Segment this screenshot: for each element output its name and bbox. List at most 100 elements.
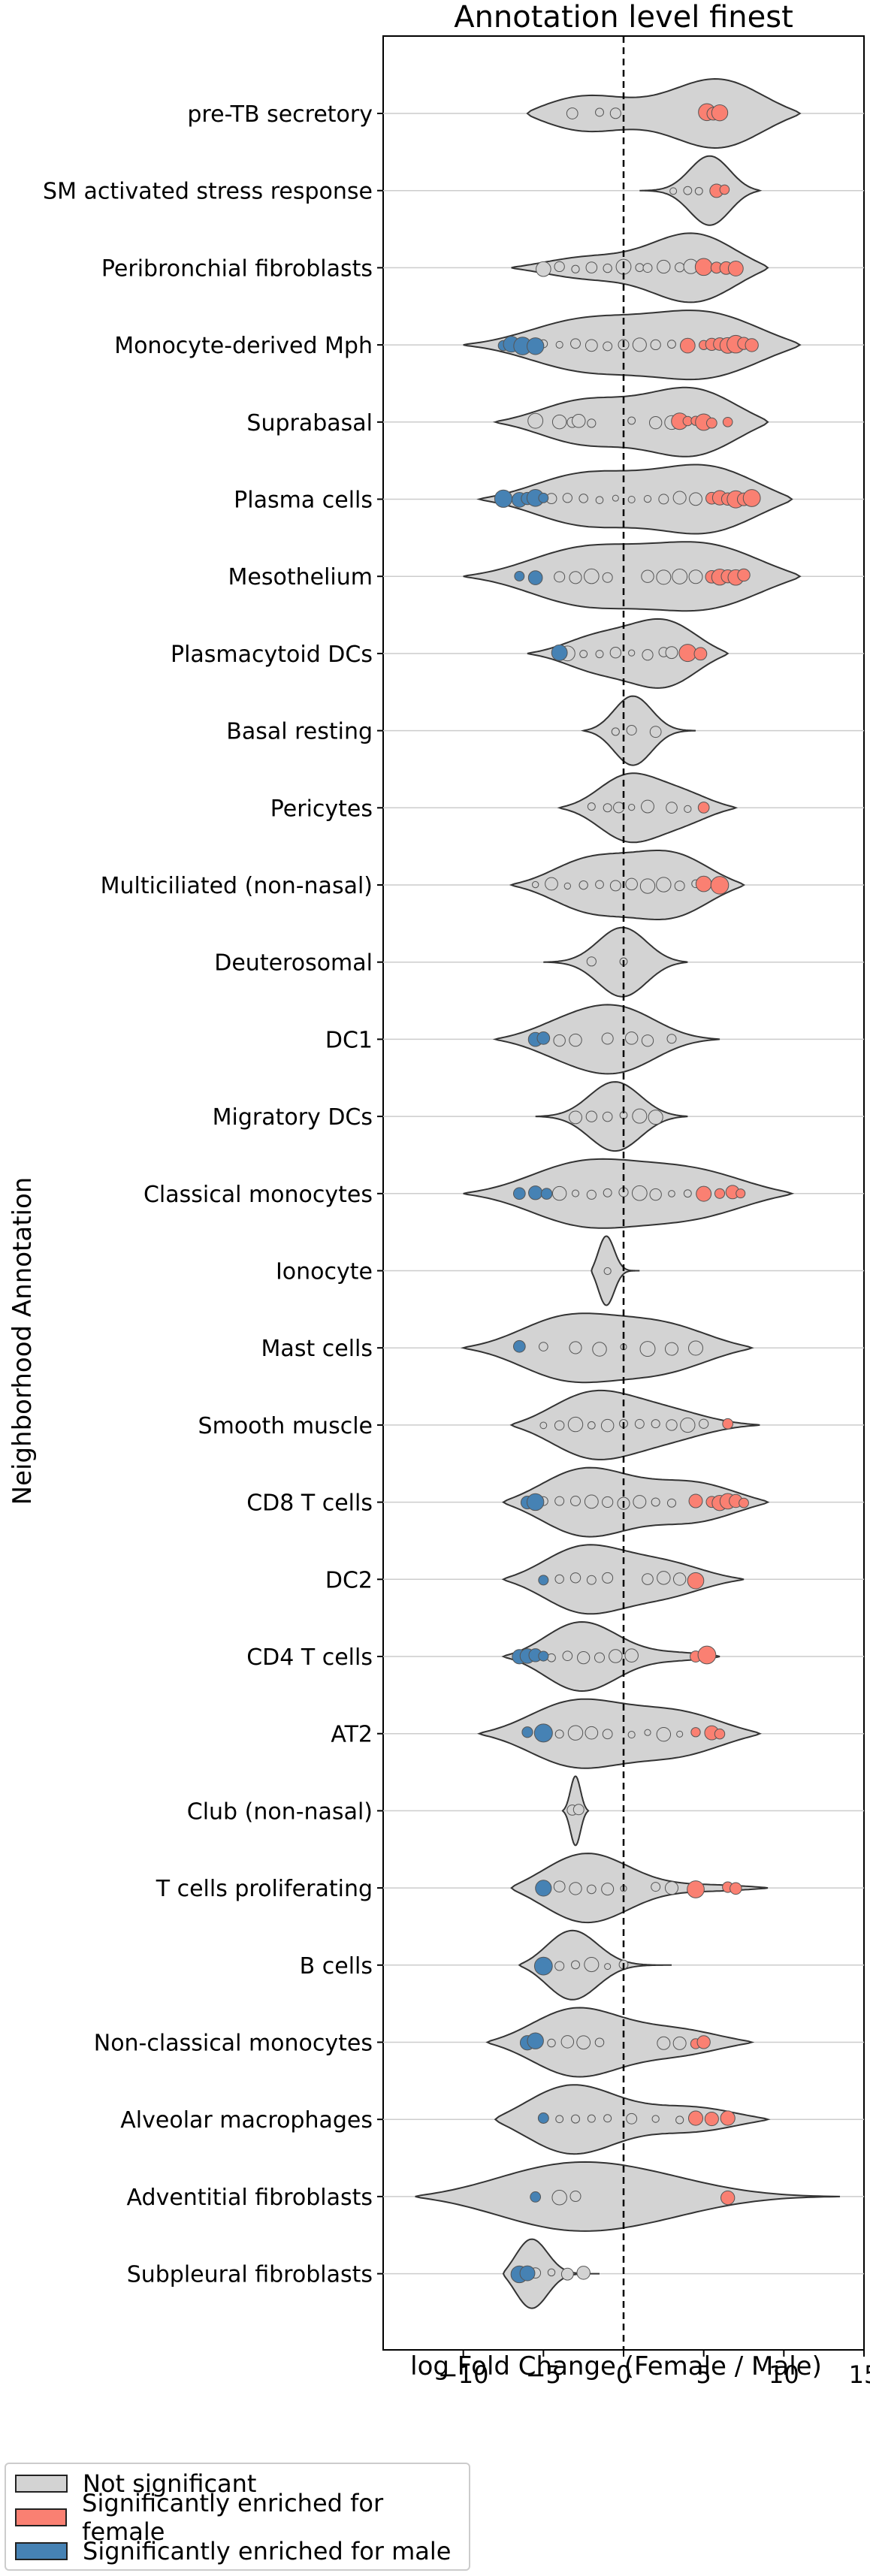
point-not-significant — [570, 2114, 581, 2124]
x-tick-label: −10 — [438, 2360, 489, 2389]
point-not-significant — [644, 1729, 651, 1736]
y-tick-label: Migratory DCs — [213, 1104, 373, 1131]
point-not-significant — [626, 2112, 638, 2125]
y-tick-label: Subpleural fibroblasts — [127, 2262, 373, 2288]
point-female — [687, 1880, 705, 1898]
point-not-significant — [570, 1496, 581, 1506]
point-male — [540, 1188, 553, 1200]
point-not-significant — [585, 1110, 597, 1122]
point-not-significant — [641, 1034, 654, 1047]
point-not-significant — [672, 491, 687, 505]
point-not-significant — [651, 1419, 660, 1429]
point-not-significant — [554, 1574, 564, 1584]
y-tick-label: Classical monocytes — [143, 1182, 373, 1208]
legend-swatch-not-significant — [15, 2475, 68, 2493]
point-not-significant — [657, 2036, 671, 2050]
point-not-significant — [676, 1730, 684, 1738]
point-not-significant — [601, 1883, 615, 1896]
point-male — [494, 489, 513, 508]
point-female — [720, 2190, 736, 2206]
point-not-significant — [554, 1729, 564, 1739]
point-not-significant — [675, 2115, 684, 2125]
point-not-significant — [612, 494, 619, 502]
point-female — [694, 258, 713, 276]
point-not-significant — [666, 802, 678, 814]
point-male — [514, 571, 525, 581]
point-not-significant — [603, 803, 612, 813]
point-not-significant — [569, 1033, 582, 1047]
y-tick-label: Peribronchial fibroblasts — [101, 255, 373, 282]
violin-27 — [415, 2161, 841, 2232]
point-female — [737, 568, 751, 582]
point-not-significant — [649, 726, 662, 738]
point-female — [697, 1645, 717, 1665]
point-not-significant — [560, 2267, 574, 2281]
point-not-significant — [675, 262, 685, 273]
y-axis-label: Neighborhood Annotation — [8, 1176, 38, 1505]
point-female — [742, 489, 761, 507]
point-not-significant — [527, 412, 544, 429]
y-tick-label: DC2 — [325, 1567, 373, 1593]
point-male — [536, 1031, 551, 1045]
point-not-significant — [648, 1110, 663, 1125]
violin-16 — [460, 1312, 754, 1384]
y-tick-label: Plasmacytoid DCs — [171, 642, 373, 668]
point-male — [537, 2112, 549, 2124]
point-not-significant — [553, 1034, 566, 1047]
point-not-significant — [626, 724, 637, 735]
point-female — [722, 1418, 734, 1430]
point-not-significant — [584, 568, 600, 584]
point-not-significant — [603, 341, 613, 352]
point-not-significant — [536, 261, 551, 277]
y-tick-label: CD8 T cells — [246, 1490, 373, 1517]
point-female — [705, 417, 717, 429]
point-female — [714, 1188, 726, 1199]
x-tick-label: 10 — [769, 2360, 799, 2389]
point-not-significant — [627, 416, 636, 425]
point-not-significant — [539, 1342, 548, 1351]
point-female — [687, 2110, 704, 2126]
point-not-significant — [566, 107, 578, 119]
point-not-significant — [657, 1571, 671, 1585]
point-not-significant — [656, 1726, 672, 1742]
point-not-significant — [553, 1880, 566, 1893]
point-not-significant — [554, 261, 565, 273]
point-not-significant — [587, 802, 596, 811]
point-not-significant — [569, 571, 582, 584]
point-female — [704, 2111, 719, 2127]
point-not-significant — [604, 1963, 612, 1971]
y-tick-label: B cells — [300, 1953, 373, 1980]
point-not-significant — [554, 1961, 565, 1971]
point-female — [727, 261, 744, 276]
point-not-significant — [628, 803, 636, 811]
violin-11 — [543, 926, 688, 998]
point-not-significant — [576, 2035, 591, 2050]
point-female — [697, 802, 710, 814]
point-not-significant — [641, 569, 654, 583]
legend-label: Significantly enriched for female — [82, 2489, 384, 2546]
point-not-significant — [624, 1031, 639, 1045]
point-not-significant — [545, 877, 558, 891]
point-not-significant — [609, 1649, 623, 1663]
point-not-significant — [635, 263, 645, 273]
point-not-significant — [595, 107, 604, 117]
y-tick-label: AT2 — [331, 1722, 373, 1748]
point-not-significant — [689, 492, 702, 506]
point-female — [678, 644, 697, 663]
y-tick-label: pre-TB secretory — [187, 101, 373, 128]
point-female — [711, 104, 729, 122]
point-female — [693, 647, 708, 661]
point-male — [538, 1575, 549, 1586]
point-not-significant — [587, 418, 597, 428]
point-not-significant — [569, 1110, 582, 1125]
point-not-significant — [572, 1804, 585, 1816]
point-not-significant — [578, 880, 588, 890]
point-female — [739, 1497, 749, 1508]
y-tick-label: Mast cells — [261, 1336, 373, 1362]
point-not-significant — [642, 263, 653, 273]
point-not-significant — [585, 261, 598, 273]
point-not-significant — [664, 1881, 679, 1895]
point-not-significant — [683, 1189, 692, 1198]
point-not-significant — [603, 263, 612, 273]
point-not-significant — [657, 259, 671, 274]
